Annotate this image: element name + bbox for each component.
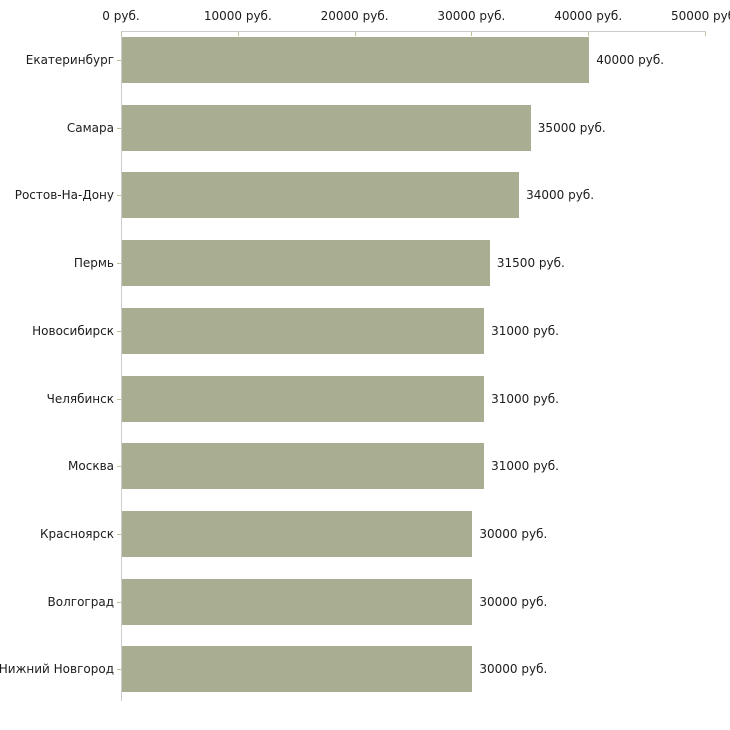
category-label: Ростов-На-Дону [14, 188, 114, 203]
category-tick-mark [117, 330, 121, 332]
category-label: Екатеринбург [25, 53, 114, 67]
value-label: 30000 руб. [479, 662, 548, 677]
category-label: Волгоград [47, 594, 114, 609]
bar-3 [122, 172, 520, 219]
bar-10 [122, 646, 473, 693]
value-label: 31500 руб. [496, 256, 565, 271]
category-label: Москва [68, 459, 114, 474]
value-label: 34000 руб. [526, 188, 595, 203]
category-tick-mark [117, 195, 121, 197]
value-label: 30000 руб. [479, 594, 548, 609]
x-tick-label: 40000 руб. [554, 9, 623, 23]
x-tick-mark [237, 32, 239, 36]
category-tick-mark [117, 601, 121, 603]
category-tick-mark [117, 127, 121, 129]
x-axis-line [121, 31, 706, 32]
value-label: 35000 руб. [537, 120, 606, 135]
category-label: Нижний Новгород [0, 662, 114, 677]
x-tick-mark [588, 32, 590, 36]
value-label: 31000 руб. [491, 391, 559, 406]
category-tick-mark [117, 60, 121, 61]
x-tick-label: 10000 руб. [203, 9, 272, 23]
x-tick-label: 30000 руб. [437, 9, 506, 23]
value-label: 30000 руб. [479, 526, 548, 541]
value-label: 31000 руб. [491, 323, 559, 338]
bar-9 [122, 578, 473, 625]
category-tick-mark [117, 669, 121, 671]
category-tick-mark [117, 533, 121, 535]
category-tick-mark [117, 398, 121, 400]
category-label: Красноярск [40, 526, 114, 541]
bar-6 [122, 375, 485, 422]
x-tick-label: 20000 руб. [320, 9, 389, 23]
category-label: Самара [66, 120, 114, 135]
category-tick-mark [117, 263, 121, 265]
bar-8 [122, 510, 473, 557]
x-tick-mark [471, 32, 473, 36]
value-label: 40000 руб. [596, 53, 665, 67]
bar-1 [122, 37, 590, 83]
category-tick-mark [117, 466, 121, 468]
category-label: Челябинск [46, 391, 114, 406]
y-axis-line [121, 31, 122, 701]
value-label: 31000 руб. [491, 459, 559, 474]
x-tick-mark [354, 32, 356, 36]
x-tick-label: 0 руб. [102, 9, 140, 23]
x-tick-mark [121, 32, 122, 36]
category-label: Новосибирск [32, 323, 114, 338]
x-tick-mark [705, 32, 706, 36]
bar-2 [122, 104, 531, 151]
bar-5 [122, 307, 485, 354]
x-tick-label: 50000 руб. [671, 9, 730, 23]
category-label: Пермь [73, 256, 114, 271]
bar-4 [122, 240, 490, 287]
bar-7 [122, 443, 485, 490]
